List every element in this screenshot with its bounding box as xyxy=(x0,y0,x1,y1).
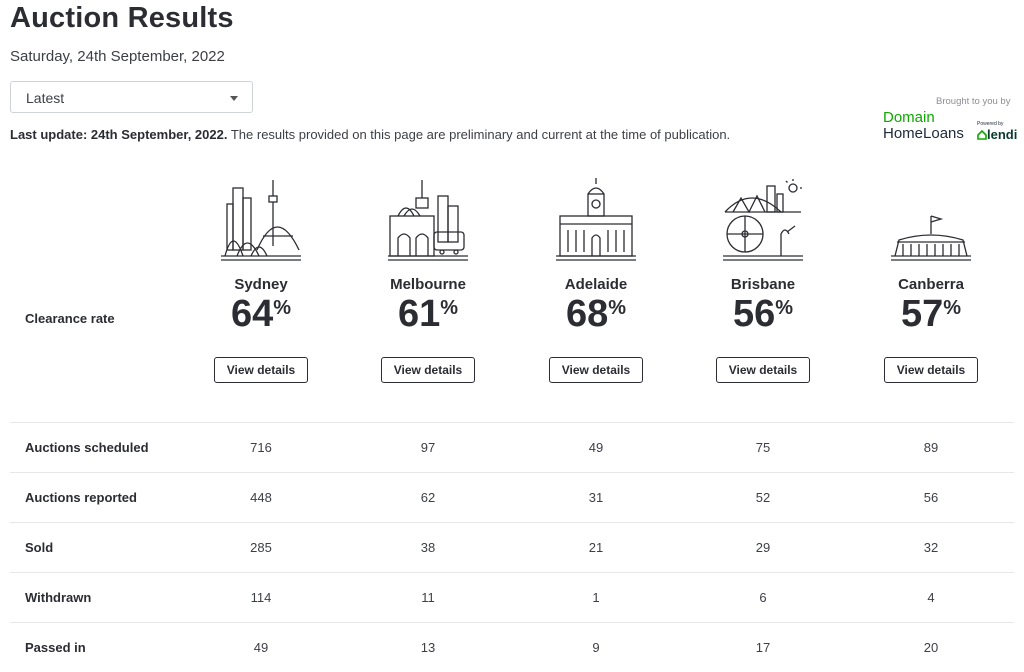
table-cell: 32 xyxy=(923,540,939,555)
lendi-logo[interactable]: lendi xyxy=(977,127,1017,142)
sponsor-caption: Brought to you by xyxy=(936,96,1011,107)
view-details-button[interactable]: View details xyxy=(716,357,810,383)
results-date: Saturday, 24th September, 2022 xyxy=(10,48,225,65)
table-row: Passed in 49 13 9 17 20 xyxy=(10,622,1014,672)
last-update-date: Last update: 24th September, 2022. xyxy=(10,127,228,142)
view-details-button[interactable]: View details xyxy=(214,357,308,383)
table-cell: 31 xyxy=(588,490,604,505)
table-cell: 716 xyxy=(250,440,272,455)
row-label: Withdrawn xyxy=(25,590,92,605)
city-name: Melbourne xyxy=(390,276,466,293)
row-label: Passed in xyxy=(25,640,86,655)
table-cell: 29 xyxy=(755,540,771,555)
table-cell: 52 xyxy=(755,490,771,505)
clearance-rate-label: Clearance rate xyxy=(25,311,115,326)
table-cell: 4 xyxy=(927,590,935,605)
view-details-button[interactable]: View details xyxy=(549,357,643,383)
table-cell: 9 xyxy=(592,640,600,655)
page-title: Auction Results xyxy=(10,2,234,34)
melbourne-skyline-icon xyxy=(388,180,468,261)
table-row: Sold 285 38 21 29 32 xyxy=(10,522,1014,572)
view-details-button[interactable]: View details xyxy=(884,357,978,383)
table-row: Auctions scheduled 716 97 49 75 89 xyxy=(10,422,1014,472)
dropdown-selected-value: Latest xyxy=(26,90,65,106)
clearance-rate-value: 64 xyxy=(230,293,274,335)
clearance-rate-value: 61 xyxy=(397,293,441,335)
lendi-wordmark: lendi xyxy=(987,127,1018,142)
city-column-melbourne: Melbourne 61% View details xyxy=(348,176,508,383)
canberra-skyline-icon xyxy=(891,215,971,261)
city-column-brisbane: Brisbane 56% View details xyxy=(683,176,843,383)
brisbane-skyline-icon xyxy=(723,179,803,261)
auction-stats-table: Auctions scheduled 716 97 49 75 89 Aucti… xyxy=(10,422,1014,672)
homeloans-logo[interactable]: HomeLoans xyxy=(883,125,964,142)
sydney-skyline-icon xyxy=(221,180,301,261)
row-label: Auctions scheduled xyxy=(25,440,149,455)
chevron-down-icon xyxy=(230,96,238,101)
city-name: Adelaide xyxy=(564,276,628,293)
table-cell: 49 xyxy=(253,640,269,655)
table-cell: 20 xyxy=(923,640,939,655)
percent-sign: % xyxy=(775,297,794,319)
clearance-rate: 64% xyxy=(181,293,341,336)
row-label: Sold xyxy=(25,540,54,555)
clearance-rate: 61% xyxy=(348,293,508,336)
adelaide-skyline-icon xyxy=(556,178,636,261)
clearance-rate-value: 56 xyxy=(732,293,776,335)
table-cell: 49 xyxy=(588,440,604,455)
percent-sign: % xyxy=(440,297,459,319)
clearance-rate: 68% xyxy=(516,293,676,336)
house-icon xyxy=(977,129,987,140)
table-cell: 38 xyxy=(420,540,436,555)
powered-by-label: Powered by xyxy=(977,121,1004,127)
table-cell: 97 xyxy=(420,440,436,455)
table-cell: 75 xyxy=(755,440,771,455)
table-row: Withdrawn 114 11 1 6 4 xyxy=(10,572,1014,622)
percent-sign: % xyxy=(608,297,627,319)
table-cell: 13 xyxy=(420,640,436,655)
city-column-canberra: Canberra 57% View details xyxy=(851,176,1011,383)
clearance-rate-value: 68 xyxy=(565,293,609,335)
last-update-disclaimer: The results provided on this page are pr… xyxy=(227,127,731,142)
table-cell: 17 xyxy=(755,640,771,655)
table-cell: 89 xyxy=(923,440,939,455)
table-cell: 6 xyxy=(759,590,767,605)
clearance-rate-value: 57 xyxy=(900,293,944,335)
domain-logo[interactable]: Domain xyxy=(883,109,935,126)
city-column-sydney: Sydney 64% View details xyxy=(181,176,341,383)
table-cell: 1 xyxy=(592,590,600,605)
clearance-rate: 57% xyxy=(851,293,1011,336)
table-cell: 285 xyxy=(250,540,272,555)
table-cell: 11 xyxy=(421,590,435,605)
table-cell: 56 xyxy=(923,490,939,505)
table-cell: 114 xyxy=(250,590,272,605)
row-label: Auctions reported xyxy=(25,490,137,505)
city-name: Brisbane xyxy=(730,276,796,293)
percent-sign: % xyxy=(943,297,962,319)
percent-sign: % xyxy=(273,297,292,319)
clearance-rate: 56% xyxy=(683,293,843,336)
view-details-button[interactable]: View details xyxy=(381,357,475,383)
table-cell: 448 xyxy=(250,490,272,505)
table-cell: 62 xyxy=(420,490,436,505)
table-row: Auctions reported 448 62 31 52 56 xyxy=(10,472,1014,522)
last-update-notice: Last update: 24th September, 2022. The r… xyxy=(10,127,730,142)
city-name: Canberra xyxy=(898,276,964,293)
city-column-adelaide: Adelaide 68% View details xyxy=(516,176,676,383)
table-cell: 21 xyxy=(588,540,604,555)
results-period-dropdown[interactable]: Latest xyxy=(10,81,253,113)
city-name: Sydney xyxy=(234,276,288,293)
